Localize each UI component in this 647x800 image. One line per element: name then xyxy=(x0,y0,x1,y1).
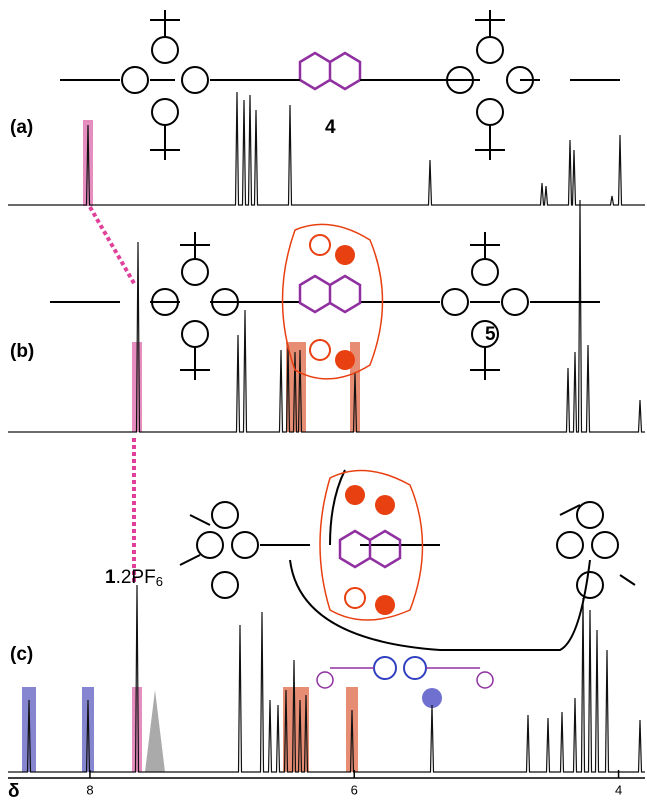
x-tick-label: 6 xyxy=(351,782,358,797)
x-tick-label: 4 xyxy=(615,782,622,797)
panel-label: (c) xyxy=(10,644,33,665)
compound-label: 4 xyxy=(325,117,336,138)
compound-label: 1.2PF6 xyxy=(105,567,163,589)
compound-number: 1 xyxy=(105,567,116,588)
x-tick-label: 8 xyxy=(86,782,93,797)
x-axis-label: δ xyxy=(8,781,20,800)
highlights xyxy=(22,120,442,772)
molecule-1 xyxy=(180,470,635,688)
compound-subscript: 6 xyxy=(156,574,163,589)
compound-salt: .2PF xyxy=(116,567,156,588)
spectrum-b xyxy=(8,200,645,432)
molecule-4 xyxy=(60,10,620,160)
spectrum-a xyxy=(8,92,645,205)
figure: (a) 4 (b) 5 (c) 1.2PF6 δ 864 xyxy=(0,0,647,800)
compound-label: 5 xyxy=(485,324,496,345)
panel-label: (b) xyxy=(10,341,34,362)
x-ticks: 8 6 4 xyxy=(86,770,622,797)
panel-label: (a) xyxy=(10,117,33,138)
spectrum-c xyxy=(8,585,645,772)
